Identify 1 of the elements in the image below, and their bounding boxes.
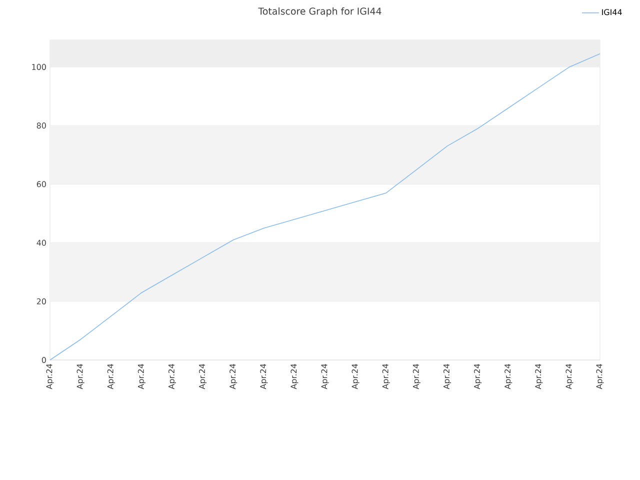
chart-title: Totalscore Graph for IGI44 <box>258 7 382 17</box>
